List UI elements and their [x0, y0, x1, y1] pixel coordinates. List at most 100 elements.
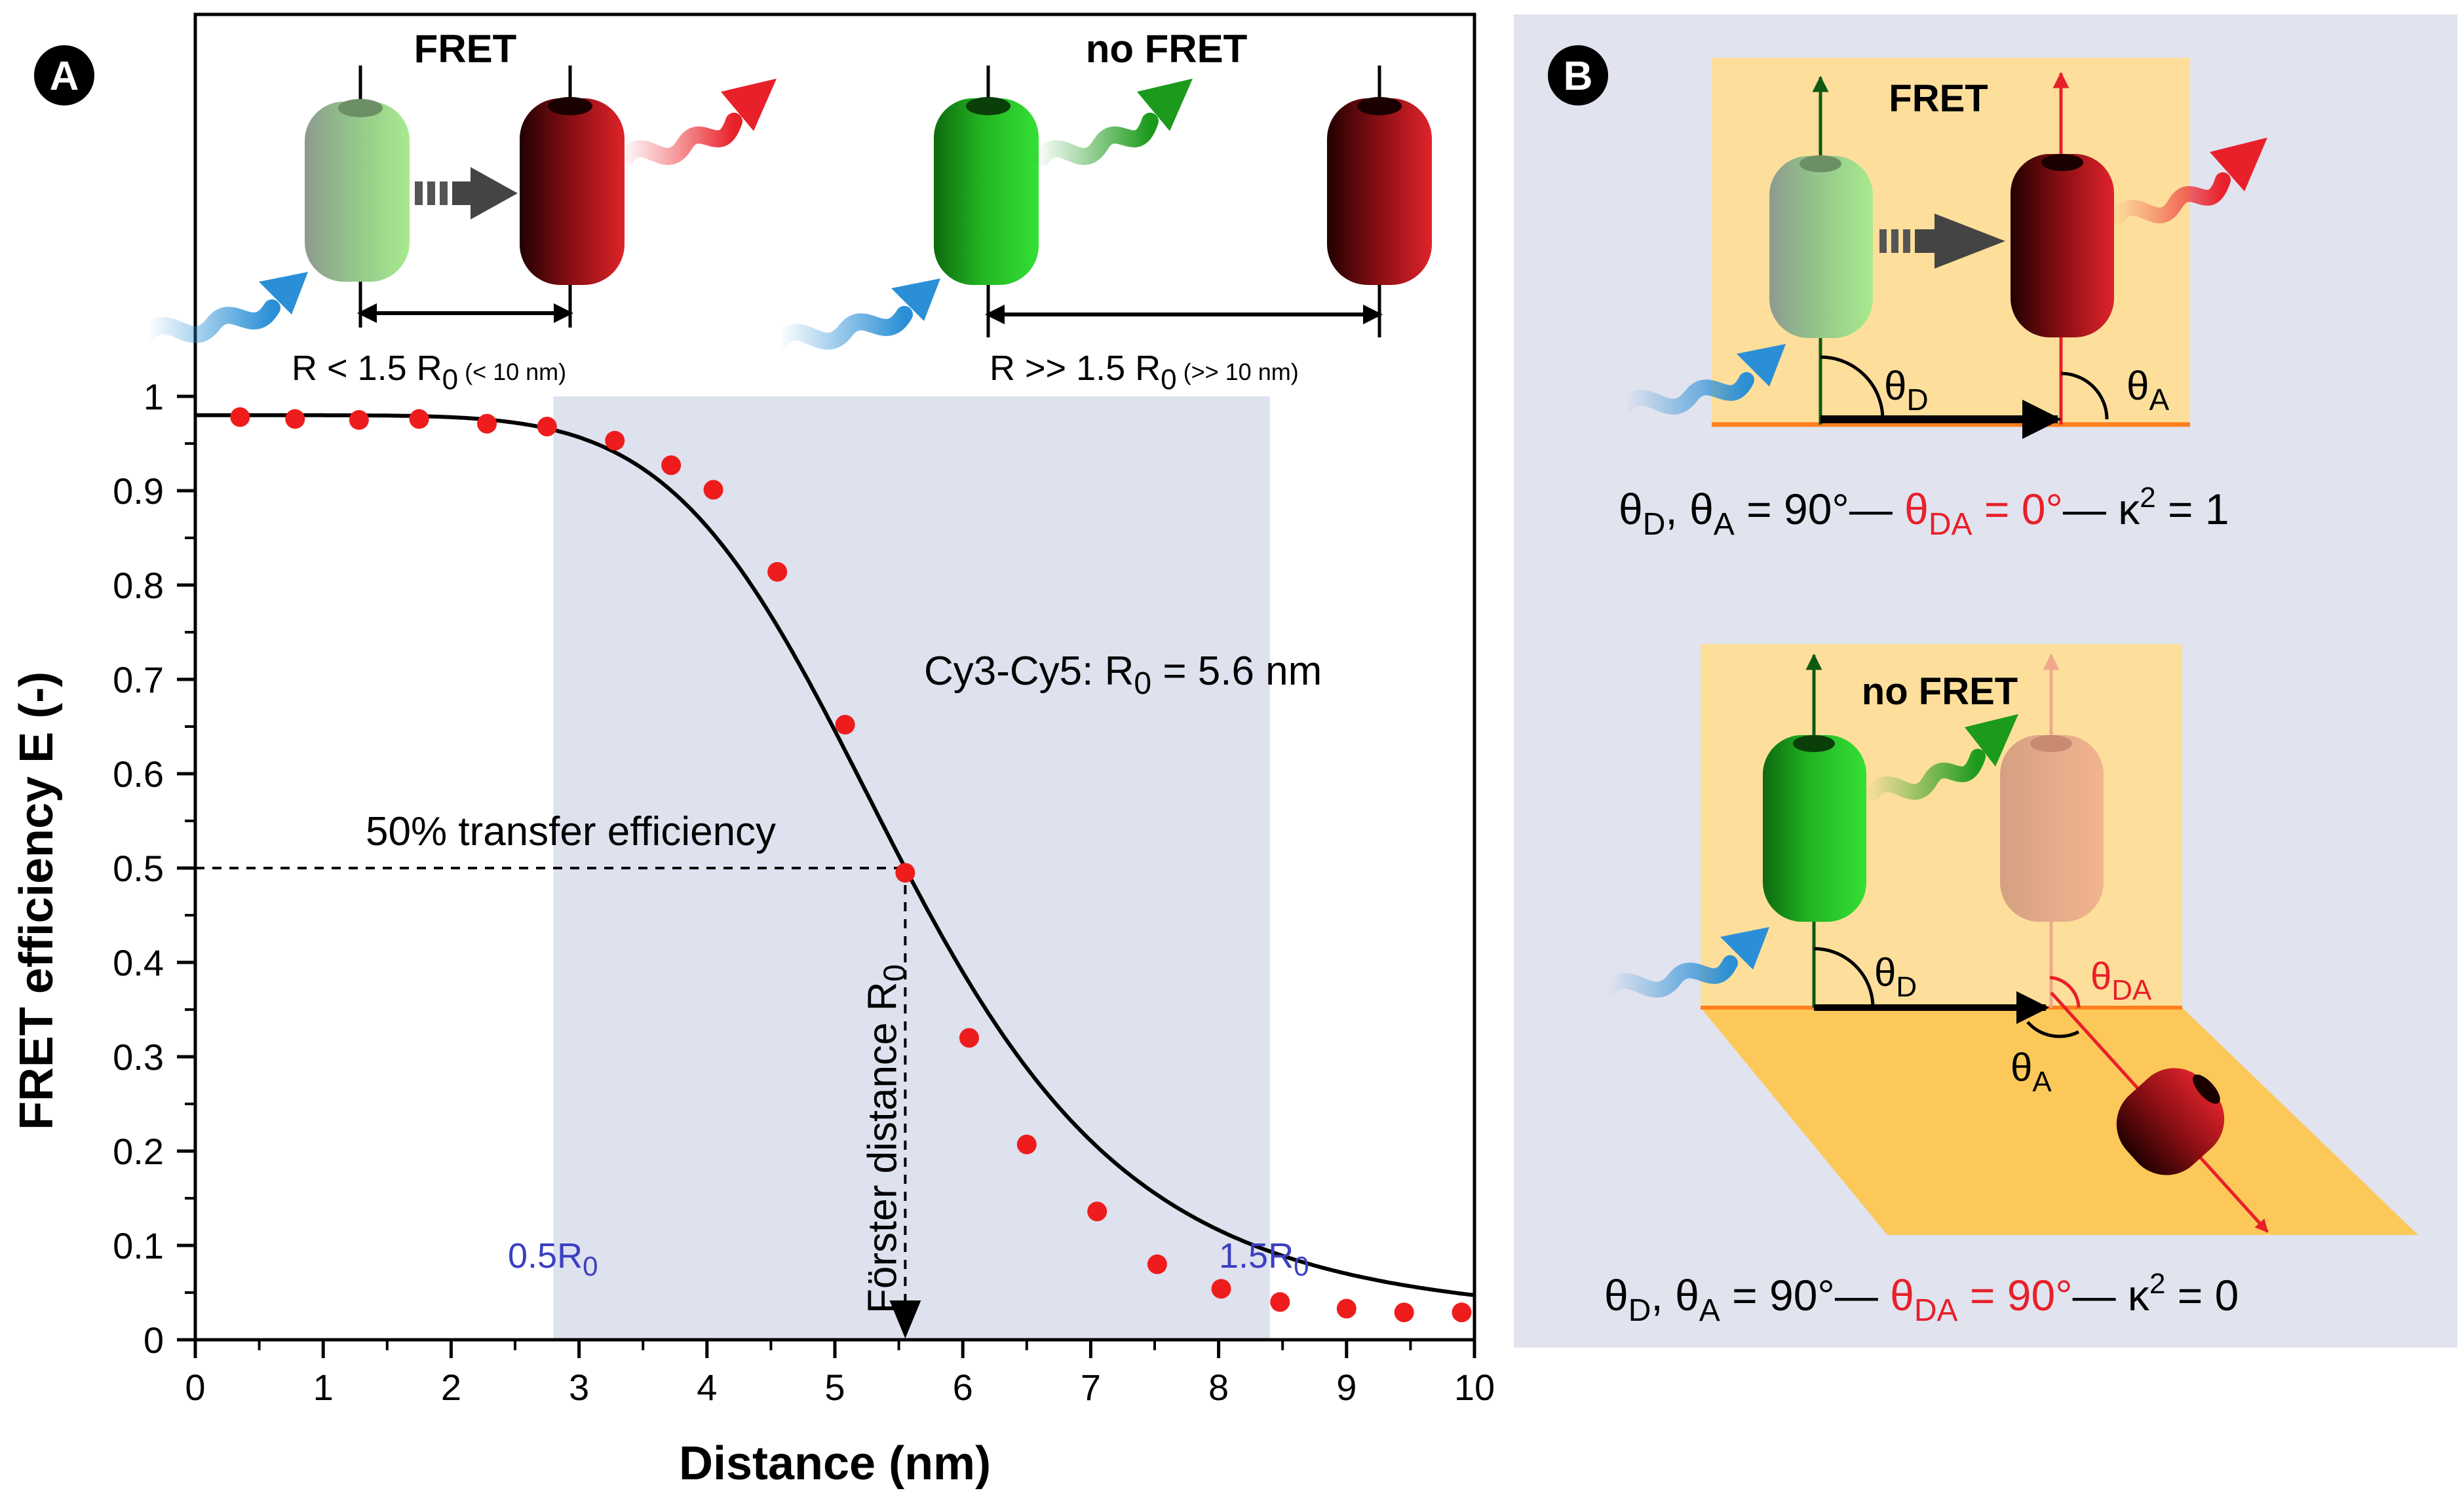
data-point [1211, 1279, 1231, 1299]
emission-wave-green-icon [1033, 113, 1159, 166]
theta-a-label: θA [2011, 1046, 2052, 1098]
x-tick-label: 0 [185, 1367, 205, 1408]
theta-a-arc [2026, 1021, 2080, 1038]
data-point [605, 430, 625, 451]
data-point [959, 1028, 979, 1048]
rotated-acceptor-cylinder-icon [2116, 1068, 2225, 1175]
acceptor-cylinder-icon [2011, 154, 2114, 337]
x-axis-label: Distance (nm) [679, 1437, 991, 1490]
data-point [409, 409, 429, 429]
theta-d-arc [1820, 355, 1885, 420]
data-point [1270, 1292, 1290, 1312]
theta-a-label: θA [2127, 364, 2169, 417]
x-tick-label: 7 [1081, 1367, 1101, 1408]
perpendicular-plane [1701, 1008, 2418, 1235]
y-tick-label: 0.7 [113, 659, 164, 700]
theta-d-label: θD [1874, 951, 1917, 1003]
energy-transfer-arrow-icon [1879, 214, 2005, 269]
shade-left-label: 0.5R0 [508, 1236, 598, 1281]
acceptor-cylinder-icon [520, 97, 625, 285]
panel-a-badge-label: A [50, 54, 79, 99]
y-tick-label: 1 [144, 376, 164, 417]
panel-a-badge: A [34, 45, 94, 105]
y-axis-label: FRET efficiency E (-) [10, 672, 63, 1130]
donor-cylinder-icon [1769, 155, 1873, 338]
fret-geometry-title: FRET [1889, 77, 1988, 120]
donor-cylinder-icon [305, 99, 410, 282]
excitation-wave-icon [1601, 955, 1738, 998]
forster-distance-label: Förster distance R0 [860, 964, 912, 1314]
data-point [835, 715, 855, 735]
shade-right-label: 1.5R0 [1219, 1236, 1309, 1281]
data-point [1336, 1298, 1357, 1319]
data-point [1087, 1202, 1107, 1222]
nofret-orientation-equation: θD, θA = 90°— θDA = 90°— κ2 = 0 [1604, 1268, 2239, 1328]
excitation-arrow-head-icon [259, 272, 308, 314]
theta-da-arc [2049, 976, 2081, 1008]
fret-illustration: FRET [139, 27, 777, 396]
nofret-illustration-title: no FRET [1086, 27, 1248, 71]
x-tick-label: 3 [569, 1367, 589, 1408]
data-point [1394, 1302, 1414, 1323]
x-tick-label: 10 [1454, 1367, 1495, 1408]
x-tick-label: 1 [313, 1367, 334, 1408]
y-tick-label: 0.2 [113, 1131, 164, 1172]
energy-transfer-arrow-icon [415, 167, 518, 219]
theta-da-label: θDA [2090, 955, 2152, 1006]
panel-a: A 0 1 2 3 4 5 6 7 8 9 1000.10.20.30.40.50.60.70.80… [10, 12, 1495, 1490]
panel-b-badge: B [1548, 45, 1608, 105]
data-point [661, 455, 682, 476]
acceptor-cylinder-icon [1327, 97, 1432, 285]
panel-b-badge-label: B [1564, 54, 1593, 99]
faded-acceptor-cylinder-icon [2000, 735, 2104, 922]
data-point [230, 407, 250, 427]
excitation-arrow-head-icon [1720, 927, 1769, 970]
fret-illustration-title: FRET [414, 27, 517, 71]
data-point [767, 561, 788, 582]
y-tick-label: 0.8 [113, 565, 164, 606]
data-point [537, 417, 557, 437]
y-tick-label: 0.5 [113, 848, 164, 889]
y-tick-label: 0.3 [113, 1036, 164, 1078]
emission-arrow-red-icon [721, 79, 777, 131]
theta-a-arc [2060, 371, 2109, 420]
fret-condition-label: R < 1.5 R0 (< 10 nm) [292, 349, 566, 396]
data-point [477, 413, 497, 434]
data-point [895, 863, 915, 883]
x-tick-label: 9 [1336, 1367, 1357, 1408]
x-tick-label: 6 [953, 1367, 973, 1408]
y-tick-label: 0.4 [113, 942, 164, 983]
nofret-illustration: no FRET R >> 1.5 R0 (>> 10 nm) [771, 27, 1432, 396]
fit-curve-line [195, 413, 1475, 1297]
donor-cylinder-icon [1763, 735, 1866, 922]
excitation-arrow-head-icon [891, 278, 940, 321]
y-tick-label: 0.6 [113, 753, 164, 795]
half-efficiency-label: 50% transfer efficiency [366, 809, 776, 854]
emission-wave-red-icon [2110, 172, 2231, 224]
data-point [703, 480, 723, 500]
x-tick-label: 4 [697, 1367, 717, 1408]
emission-arrow-red-icon [2210, 138, 2267, 191]
forster-distance-arrow-head-icon [889, 1300, 921, 1338]
fret-orientation-equation: θD, θA = 90°— θDA = 0°— κ2 = 1 [1619, 482, 2229, 542]
data-point [1016, 1134, 1037, 1154]
emission-arrow-green-icon [1137, 79, 1193, 131]
x-tick-label: 8 [1208, 1367, 1229, 1408]
emission-wave-red-icon [617, 113, 742, 166]
emission-wave-green-icon [1865, 749, 1986, 801]
fret-geometry-diagram: FRET [1617, 58, 2267, 542]
r0-annotation: Cy3-Cy5: R0 = 5.6 nm [924, 649, 1322, 701]
data-point [349, 410, 369, 430]
y-tick-label: 0 [144, 1319, 164, 1361]
theta-d-arc [1813, 947, 1875, 1008]
y-tick-label: 0.9 [113, 470, 164, 512]
theta-d-label: θD [1884, 364, 1929, 417]
data-point [1147, 1254, 1167, 1274]
x-tick-label: 2 [441, 1367, 461, 1408]
excitation-wave-icon [139, 299, 280, 343]
nofret-condition-label: R >> 1.5 R0 (>> 10 nm) [990, 349, 1299, 396]
excitation-wave-icon [1617, 372, 1754, 415]
y-tick-label: 0.1 [113, 1225, 164, 1266]
donor-cylinder-icon [934, 97, 1039, 285]
